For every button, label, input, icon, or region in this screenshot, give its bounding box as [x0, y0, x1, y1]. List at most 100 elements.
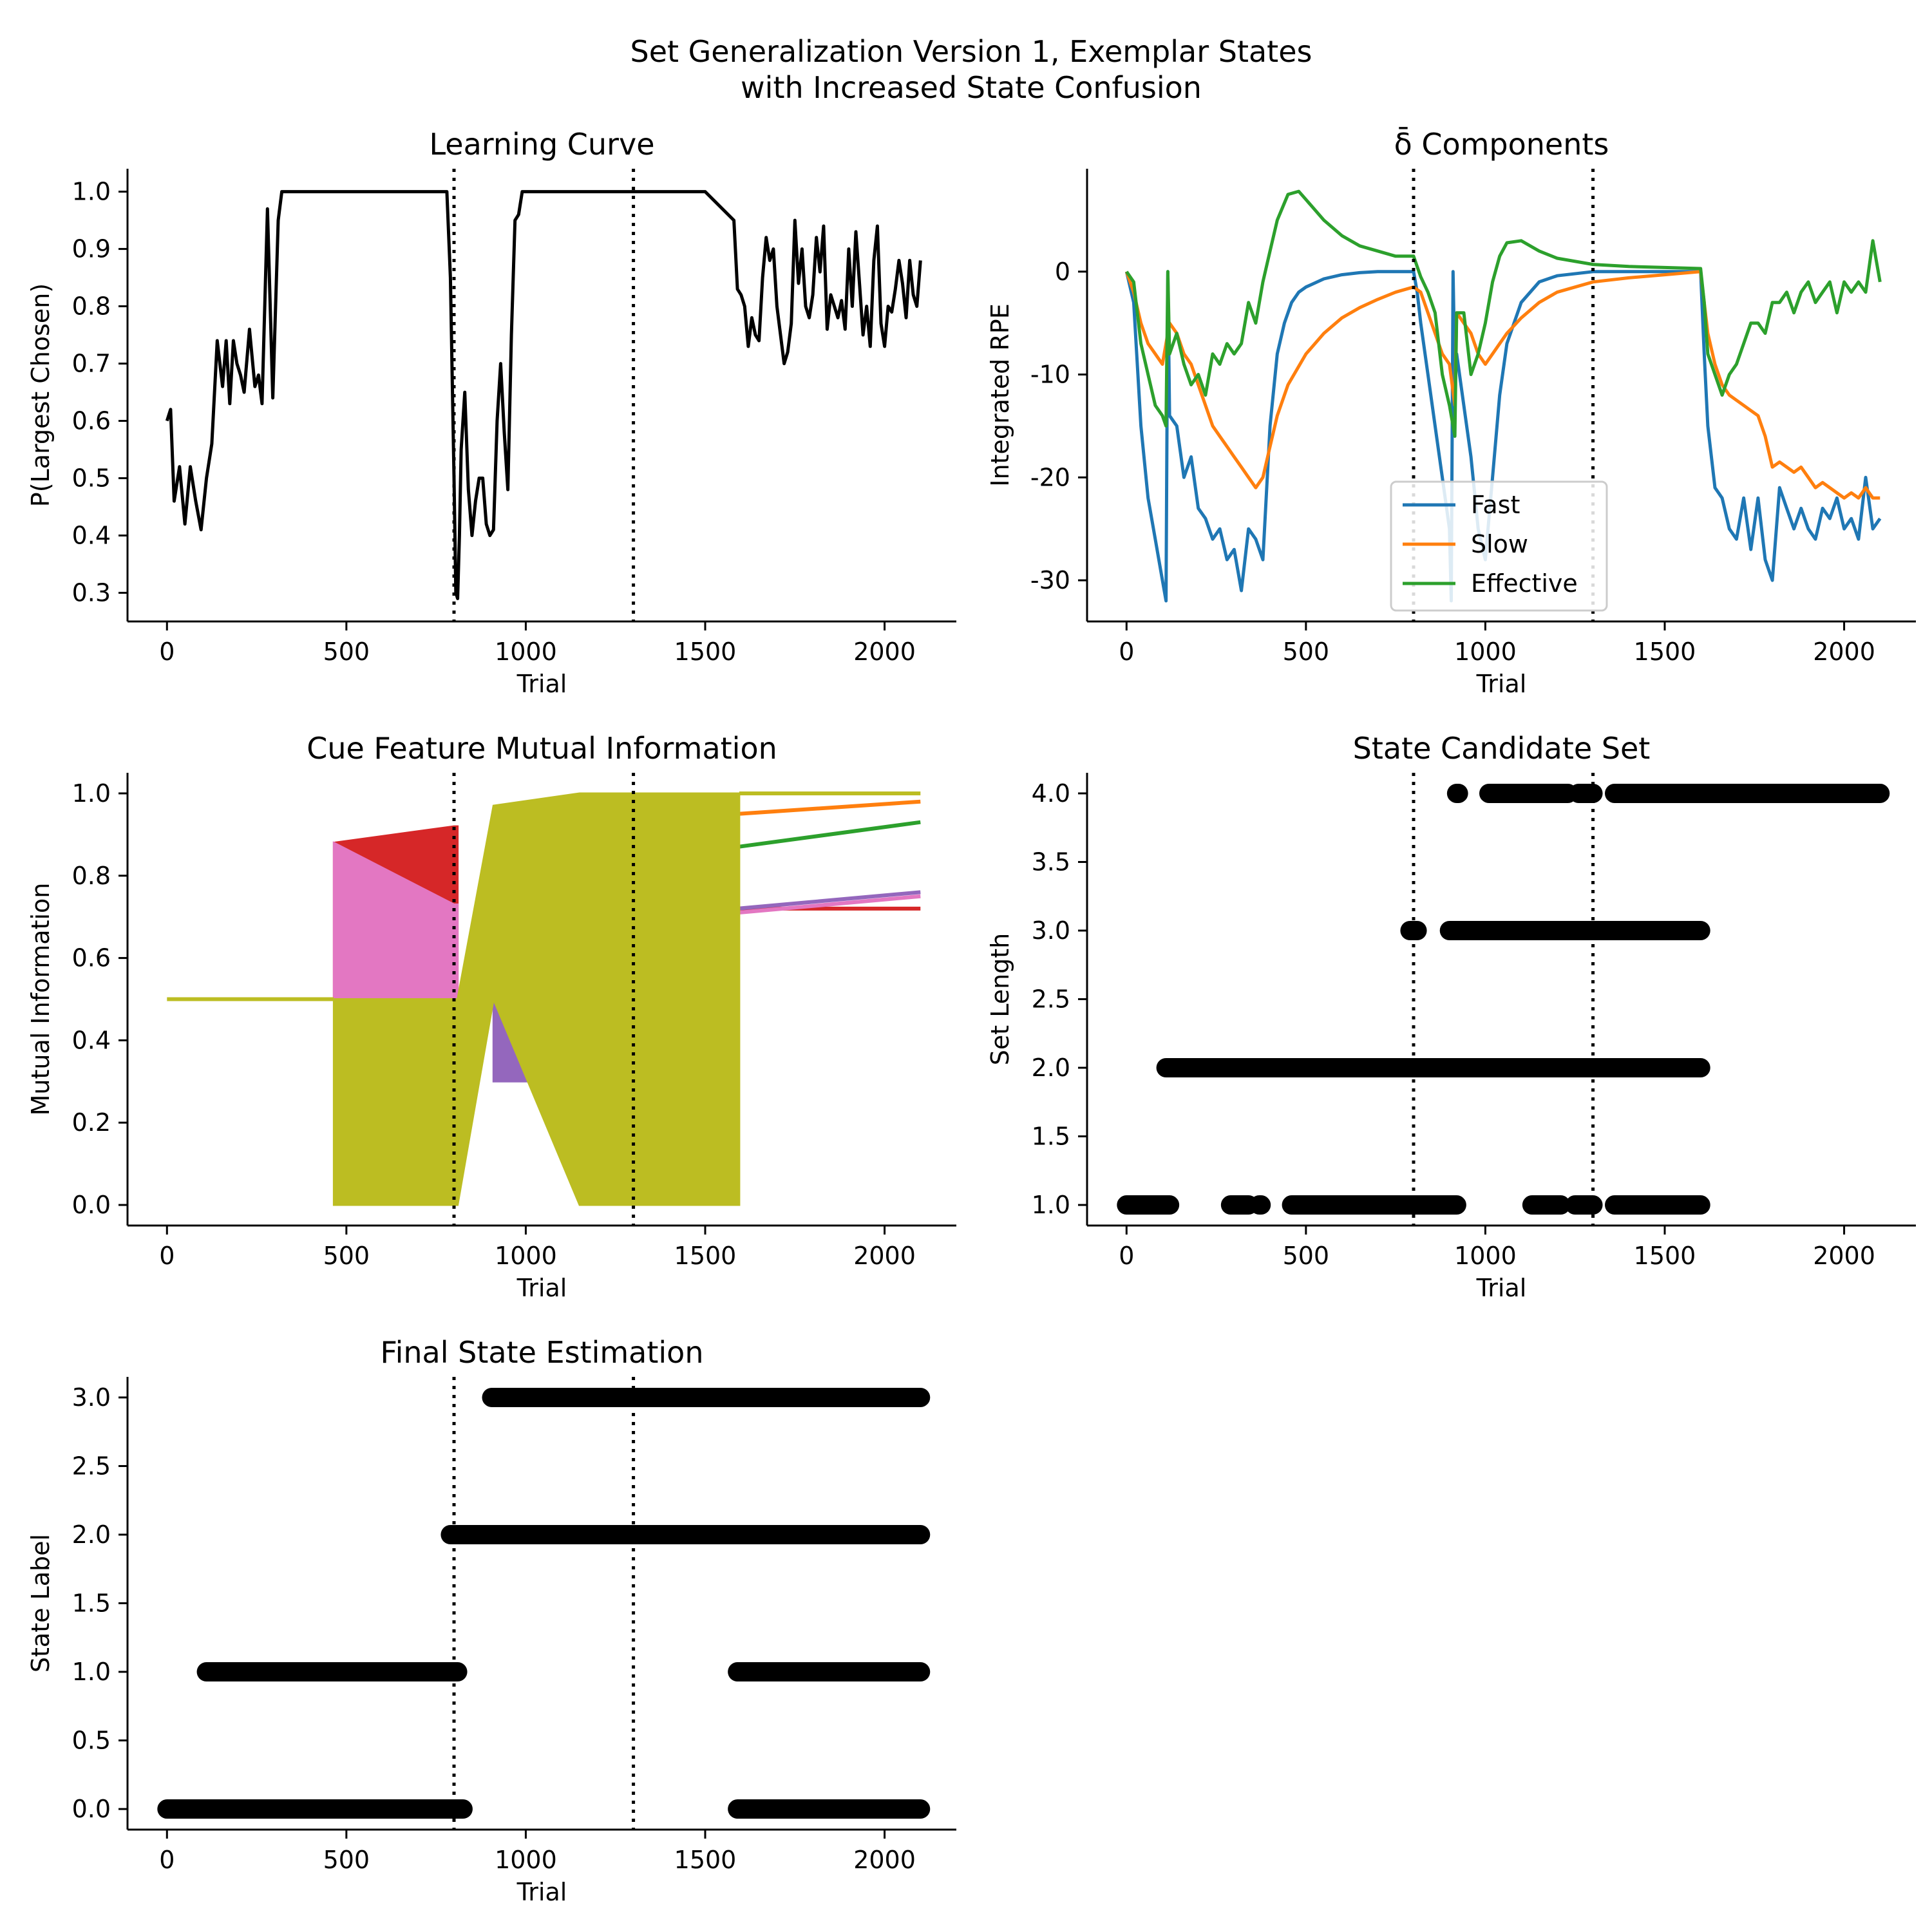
y-tick-label: 0.8 — [72, 292, 111, 321]
y-tick-label: 0.6 — [72, 944, 111, 972]
y-tick-label: 0.0 — [72, 1795, 111, 1823]
x-axis-label: Trial — [1476, 1274, 1527, 1302]
mi-series-2-line — [737, 890, 921, 911]
y-tick-label: 1.5 — [1032, 1122, 1070, 1151]
panel-title: Cue Feature Mutual Information — [307, 731, 777, 766]
subplot-grid: Learning Curve Trial P(Largest Chosen) 0 500… — [26, 127, 1916, 1906]
y-axis-label: Integrated RPE — [986, 303, 1014, 486]
y-tick-label: 0.4 — [72, 1026, 111, 1054]
x-tick-label: 0 — [159, 638, 175, 666]
panel-title: δ̄ Components — [1394, 127, 1609, 162]
x-tick-label: 0 — [1119, 638, 1134, 666]
x-tick-label: 1500 — [674, 638, 737, 666]
panel-learning-curve: Learning Curve Trial P(Largest Chosen) 0 500… — [26, 127, 956, 698]
y-tick-label: 0.9 — [72, 235, 111, 263]
x-tick-label: 2000 — [853, 1242, 916, 1270]
plot-area — [165, 190, 922, 600]
y-axis-label: Mutual Information — [26, 883, 55, 1116]
legend-label-slow: Slow — [1471, 530, 1528, 558]
x-tick-label: 2000 — [1813, 1242, 1875, 1270]
y-axis-label: P(Largest Chosen) — [26, 283, 55, 507]
y-tick-label: 0.4 — [72, 522, 111, 550]
y-tick-label: 1.5 — [72, 1589, 111, 1618]
x-axis-label: Trial — [516, 1274, 567, 1302]
y-tick-label: 0.5 — [72, 1727, 111, 1755]
y-tick-label: 0.5 — [72, 464, 111, 493]
plot-area — [1124, 189, 1882, 603]
mi-series-1-line — [737, 894, 921, 915]
legend-label-effective: Effective — [1471, 569, 1578, 598]
y-tick-label: 0.8 — [72, 862, 111, 890]
series-line-effective — [1125, 189, 1882, 438]
y-tick-label: -20 — [1030, 463, 1070, 491]
x-axis-label: Trial — [516, 670, 567, 698]
y-tick-label: 1.0 — [72, 779, 111, 808]
panel-delta-components: δ̄ Components Trial Integrated RPE 0 500 1000… — [986, 127, 1916, 698]
y-tick-label: 3.0 — [1032, 916, 1070, 945]
y-tick-label: 4.0 — [1032, 779, 1070, 808]
x-tick-label: 1500 — [674, 1242, 737, 1270]
series-line-0 — [165, 190, 922, 600]
legend-box — [1390, 480, 1608, 612]
x-tick-label: 0 — [159, 1846, 175, 1874]
y-tick-label: 3.0 — [72, 1383, 111, 1412]
y-tick-label: 0 — [1055, 258, 1070, 286]
x-tick-label: 0 — [1119, 1242, 1134, 1270]
x-tick-label: 500 — [323, 1242, 370, 1270]
mi-series-3-line — [737, 799, 921, 816]
y-tick-label: 2.5 — [1032, 985, 1070, 1014]
x-tick-label: 500 — [1283, 1242, 1330, 1270]
x-tick-label: 500 — [323, 1846, 370, 1874]
x-axis-label: Trial — [1476, 670, 1527, 698]
x-axis-label: Trial — [516, 1878, 567, 1906]
mi-series-4-line — [737, 820, 921, 849]
plot-area — [157, 1387, 931, 1819]
x-tick-label: 500 — [1283, 638, 1330, 666]
x-tick-label: 1000 — [495, 638, 557, 666]
x-tick-label: 1500 — [1634, 1242, 1696, 1270]
y-tick-label: 0.7 — [72, 350, 111, 378]
y-tick-label: 1.0 — [72, 1658, 111, 1686]
y-tick-label: 0.6 — [72, 407, 111, 435]
y-tick-label: 0.0 — [72, 1191, 111, 1219]
panel-final-state-estimation: Final State Estimation Trial State Label 0 5… — [26, 1335, 956, 1906]
panel-title: Final State Estimation — [381, 1335, 704, 1370]
plot-area — [167, 791, 921, 1206]
y-tick-label: 2.5 — [72, 1452, 111, 1480]
x-tick-label: 1000 — [1454, 1242, 1517, 1270]
x-tick-label: 1000 — [495, 1242, 557, 1270]
legend-label-fast: Fast — [1471, 491, 1520, 519]
legend: Fast Slow Effective — [1390, 480, 1608, 612]
y-tick-label: 0.2 — [72, 1108, 111, 1137]
y-axis-label: State Label — [26, 1534, 55, 1672]
mi-series-5-band — [332, 792, 741, 1206]
x-tick-label: 2000 — [1813, 638, 1875, 666]
panel-cue-mutual-information: Cue Feature Mutual Information Trial Mutua… — [26, 731, 956, 1302]
y-tick-label: 2.0 — [1032, 1054, 1070, 1082]
x-tick-label: 0 — [159, 1242, 175, 1270]
series-line-fast — [1124, 270, 1882, 603]
x-tick-label: 1000 — [495, 1846, 557, 1874]
plot-area — [1117, 783, 1890, 1215]
x-tick-label: 1500 — [674, 1846, 737, 1874]
series-line-slow — [1124, 270, 1880, 500]
y-tick-label: 1.0 — [72, 178, 111, 206]
panel-title: State Candidate Set — [1353, 731, 1651, 766]
x-tick-label: 500 — [323, 638, 370, 666]
x-tick-label: 2000 — [853, 638, 916, 666]
y-tick-label: 0.3 — [72, 579, 111, 607]
y-tick-label: 1.0 — [1032, 1191, 1070, 1219]
panel-title: Learning Curve — [429, 127, 654, 162]
figure-title-line2: with Increased State Confusion — [741, 70, 1202, 105]
y-tick-label: -10 — [1030, 361, 1070, 389]
y-tick-label: 3.5 — [1032, 848, 1070, 876]
x-tick-label: 2000 — [853, 1846, 916, 1874]
y-axis-label: Set Length — [986, 933, 1014, 1066]
y-tick-label: 2.0 — [72, 1520, 111, 1549]
x-tick-label: 1000 — [1454, 638, 1517, 666]
panel-state-candidate-set: State Candidate Set Trial Set Length 0 500 10… — [986, 731, 1916, 1302]
x-tick-label: 1500 — [1634, 638, 1696, 666]
figure-title-line1: Set Generalization Version 1, Exemplar S… — [630, 34, 1312, 69]
y-tick-label: -30 — [1030, 566, 1070, 594]
